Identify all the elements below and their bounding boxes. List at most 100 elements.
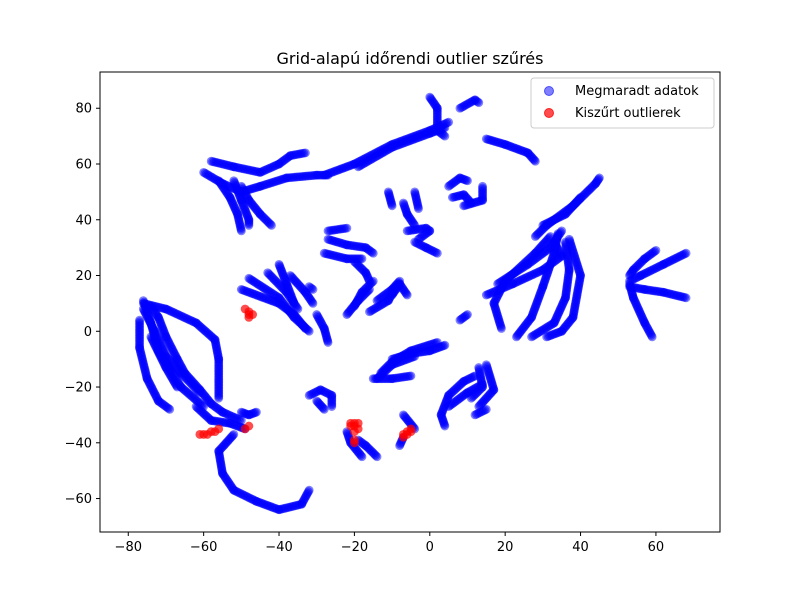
kept-point — [440, 340, 450, 350]
kept-point — [308, 298, 318, 308]
kept-trail-1 — [206, 148, 310, 177]
kept-trail-11 — [323, 234, 378, 258]
x-tick-label: −40 — [265, 540, 292, 555]
kept-point — [267, 220, 276, 230]
legend: Megmaradt adatok Kiszűrt outlierek — [530, 77, 715, 129]
kept-trail-2 — [214, 176, 246, 236]
x-tick-label: 0 — [426, 540, 434, 555]
kept-trail-40 — [512, 229, 563, 342]
y-tick-label: −20 — [65, 381, 92, 396]
kept-point — [195, 388, 205, 398]
kept-trail-19 — [459, 181, 487, 211]
kept-point — [301, 148, 310, 158]
x-tick-label: −80 — [115, 540, 142, 555]
kept-point — [402, 290, 412, 300]
outlier-point — [244, 312, 254, 322]
y-tick-label: 80 — [75, 102, 92, 117]
kept-point — [323, 338, 333, 347]
kept-point — [625, 276, 634, 286]
kept-point — [481, 404, 491, 414]
kept-trail-43 — [625, 279, 657, 342]
kept-point — [304, 485, 314, 495]
plot-frame — [99, 71, 721, 533]
kept-point — [564, 234, 574, 244]
kept-trail-42 — [542, 234, 585, 342]
data-marks — [135, 92, 691, 515]
y-tick-label: 40 — [75, 213, 92, 228]
kept-trail-39 — [538, 193, 585, 230]
x-tick-label: 20 — [497, 540, 514, 555]
kept-trail-8 — [455, 95, 484, 113]
y-tick-label: −60 — [65, 492, 92, 507]
kept-trail-30 — [342, 285, 374, 319]
kept-point — [368, 248, 378, 258]
legend-box — [530, 77, 715, 129]
kept-trail-9 — [481, 134, 540, 166]
outlier-point — [350, 427, 359, 437]
kept-point — [432, 338, 442, 347]
kept-point — [165, 404, 175, 414]
kept-trail-54 — [236, 407, 261, 420]
x-tick-label: −60 — [190, 540, 217, 555]
kept-trail-70 — [436, 410, 450, 431]
kept-trail-23 — [244, 273, 314, 336]
y-tick-label: 0 — [84, 325, 92, 340]
kept-point — [357, 452, 367, 462]
outlier-point — [406, 424, 416, 434]
kept-trail-28 — [312, 310, 333, 347]
x-tick-label: 60 — [648, 540, 665, 555]
outlier-point — [244, 421, 254, 431]
kept-point — [172, 382, 182, 392]
kept-point — [365, 285, 374, 294]
kept-point — [342, 223, 352, 233]
kept-point — [463, 310, 472, 319]
kept-trail-41 — [527, 237, 574, 342]
outlier-point — [214, 424, 224, 434]
kept-point — [236, 226, 246, 236]
chart-title: Grid-alapú időrendi outlier szűrés — [277, 49, 544, 68]
kept-trail-15 — [399, 198, 420, 230]
kept-trail-55 — [214, 430, 314, 515]
kept-trail-27 — [304, 282, 318, 294]
kept-trail-17 — [444, 173, 472, 191]
kept-point — [252, 407, 261, 417]
kept-point — [308, 285, 318, 294]
kept-trail-57 — [312, 396, 329, 414]
kept-point — [553, 229, 563, 239]
kept-point — [432, 248, 442, 258]
kept-trail-48 — [135, 315, 175, 414]
legend-label-kept: Megmaradt adatok — [575, 84, 699, 99]
kept-point — [440, 131, 450, 141]
kept-point — [289, 298, 299, 308]
kept-point — [478, 181, 487, 191]
y-tick-label: 20 — [75, 269, 92, 284]
kept-trail-52 — [146, 332, 182, 392]
kept-point — [530, 156, 540, 166]
kept-trail-65 — [372, 351, 420, 384]
x-tick-label: 40 — [572, 540, 589, 555]
kept-point — [436, 410, 446, 420]
kept-trail-71 — [470, 404, 491, 420]
kept-point — [368, 276, 378, 286]
kept-point — [244, 220, 254, 230]
kept-trail-33 — [387, 279, 412, 300]
kept-trail-34 — [455, 310, 472, 325]
legend-label-outliers: Kiszűrt outlierek — [575, 106, 681, 121]
kept-point — [406, 371, 416, 381]
kept-point — [319, 404, 329, 414]
kept-point — [372, 452, 382, 462]
outlier-points — [195, 304, 416, 448]
kept-trail-16 — [410, 187, 423, 214]
kept-trail-45 — [625, 246, 661, 280]
kept-point — [327, 402, 337, 411]
kept-point — [387, 201, 397, 211]
x-tick-label: −20 — [341, 540, 368, 555]
kept-point — [576, 193, 585, 202]
axis-ticks: −80 −60 −40 −20 0 20 40 60 −60 −40 −20 0 20 40 60 80 — [65, 102, 665, 555]
kept-point — [414, 204, 423, 214]
kept-trail-56 — [304, 385, 337, 411]
kept-point — [463, 176, 472, 186]
kept-point — [214, 393, 224, 403]
kept-point — [304, 326, 314, 336]
